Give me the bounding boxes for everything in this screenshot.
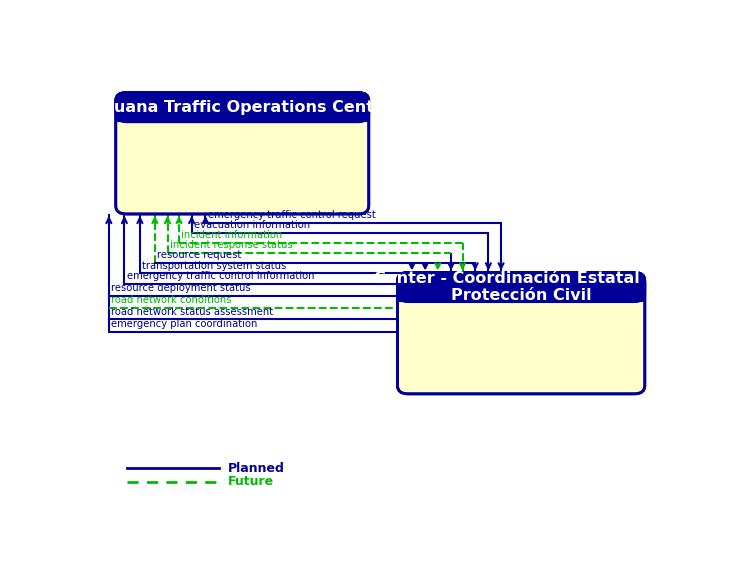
FancyBboxPatch shape [116, 93, 369, 214]
Text: road network conditions: road network conditions [111, 295, 232, 305]
Text: emergency plan coordination: emergency plan coordination [111, 319, 257, 329]
FancyBboxPatch shape [398, 273, 645, 394]
FancyBboxPatch shape [398, 273, 645, 302]
Text: incident information: incident information [181, 230, 283, 240]
Text: evacuation information: evacuation information [194, 220, 310, 230]
Text: incident response status: incident response status [170, 240, 292, 250]
Text: Future: Future [228, 475, 274, 488]
Bar [116, 106, 369, 122]
Text: road network status assessment: road network status assessment [111, 307, 273, 317]
Text: emergency traffic control information: emergency traffic control information [127, 272, 314, 281]
Text: emergency traffic control request: emergency traffic control request [208, 210, 375, 220]
Bar [398, 286, 645, 302]
FancyBboxPatch shape [116, 93, 369, 122]
Text: transportation system status: transportation system status [142, 260, 286, 270]
Text: Tijuana Traffic Operations Center: Tijuana Traffic Operations Center [92, 100, 393, 114]
Text: resource request: resource request [157, 250, 241, 260]
Text: resource deployment status: resource deployment status [111, 283, 251, 293]
Text: Center - Coordinación Estatal de
Protección Civil: Center - Coordinación Estatal de Protecc… [374, 271, 668, 303]
Text: Planned: Planned [228, 461, 285, 475]
